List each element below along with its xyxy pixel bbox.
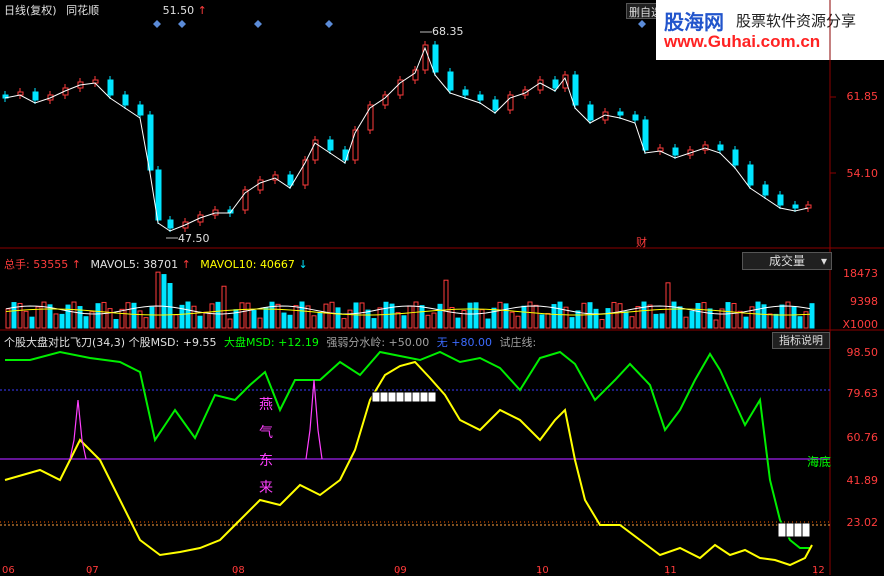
indicator-name: 个股大盘对比飞刀(34,3): [4, 336, 126, 349]
spike-marker-2: [305, 379, 323, 460]
vendor-label: 同花顺: [66, 4, 100, 17]
volume-bars: [5, 271, 815, 329]
x-axis-ticks: [89, 568, 817, 575]
market-msd-value: +12.19: [278, 336, 319, 349]
x-tick-6: 11: [664, 565, 677, 576]
y-tick-ind-3: 60.76: [846, 431, 879, 444]
indicator-help-button[interactable]: 指标说明: [772, 332, 830, 349]
stock-msd-line: [4, 360, 813, 567]
volume-header: 总手: 53555 ↑ MAVOL5: 38701 ↑ MAVOL10: 406…: [4, 256, 308, 272]
logo-url: www.Guhai.com.cn: [664, 32, 821, 51]
y-tick-ind-4: 41.89: [846, 474, 879, 487]
divider-value: +50.00: [388, 336, 430, 349]
y-tick-main-2: 54.10: [846, 167, 879, 180]
none-label: 无: [436, 336, 448, 349]
logo-brand: 股海网: [664, 10, 724, 34]
low-price-label: 47.50: [178, 232, 210, 245]
y-tick-ind-1: 98.50: [846, 346, 879, 359]
financial-report-marker: 财: [636, 236, 647, 249]
price-label: 51.50: [162, 4, 195, 17]
indicator-dropdown[interactable]: 成交量 ▾: [742, 252, 832, 270]
mavol5-label: MAVOL5:: [90, 258, 140, 271]
x-tick-3: 08: [232, 565, 245, 576]
y-tick-ind-2: 79.63: [846, 387, 879, 400]
indicator-dropdown-label: 成交量: [768, 254, 805, 268]
signal-blocks: [371, 391, 811, 538]
logo-slogan: 股票软件资源分享: [736, 12, 857, 30]
y-tick-main-1: 61.85: [846, 90, 879, 103]
y-tick-vol-3: X1000: [842, 318, 878, 331]
vertical-text-1: 燕: [259, 397, 273, 413]
test-line-label: 试庄线:: [499, 336, 537, 349]
x-tick-2: 07: [86, 565, 99, 576]
candlesticks: [2, 41, 812, 232]
chart-header: 日线(复权) 同花顺 51.50 ↑: [4, 2, 207, 17]
none-value: +80.00: [451, 336, 492, 349]
mavol10-value: 40667: [259, 258, 295, 271]
mavol10-line: [5, 308, 811, 316]
y-axis-ticks: [830, 96, 836, 174]
moving-average-line: [4, 46, 809, 232]
x-tick-1: 06: [2, 565, 15, 576]
total-volume-value: 53555: [33, 258, 69, 271]
mavol5-line: [5, 305, 811, 315]
indicator-header: 个股大盘对比飞刀(34,3) 个股MSD: +9.55 大盘MSD: +12.1…: [4, 334, 536, 350]
high-price-label: 68.35: [432, 25, 464, 38]
stock-msd-label: 个股MSD:: [128, 336, 180, 349]
event-markers: [153, 20, 646, 28]
y-tick-vol-2: 9398: [850, 295, 878, 308]
market-msd-line: [5, 350, 810, 549]
y-tick-ind-5: 23.02: [846, 516, 879, 529]
price-up-arrow-icon: ↑: [197, 4, 207, 17]
site-logo: 股海网 股票软件资源分享 www.Guhai.com.cn: [656, 0, 884, 60]
spike-marker-1: [69, 399, 87, 460]
mavol10-down-arrow-icon: ↓: [298, 258, 308, 271]
mavol10-label: MAVOL10:: [200, 258, 257, 271]
delete-watchlist-button[interactable]: 删自选: [626, 3, 665, 19]
stock-msd-value: +9.55: [182, 336, 217, 349]
x-tick-5: 10: [536, 565, 549, 576]
vertical-text-3: 东: [259, 453, 273, 469]
vertical-text-2: 气: [259, 425, 273, 441]
market-msd-label: 大盘MSD:: [223, 336, 275, 349]
vertical-text-4: 来: [259, 480, 273, 496]
chart-period-label[interactable]: 日线(复权): [4, 4, 57, 17]
divider-label: 强弱分水岭:: [326, 336, 386, 349]
total-volume-label: 总手:: [4, 258, 30, 271]
x-tick-4: 09: [394, 565, 407, 576]
sea-bottom-label: 海底: [807, 455, 832, 469]
mavol5-value: 38701: [143, 258, 179, 271]
y-tick-vol-1: 18473: [843, 267, 878, 280]
total-up-arrow-icon: ↑: [71, 258, 81, 271]
mavol5-up-arrow-icon: ↑: [181, 258, 191, 271]
x-tick-7: 12: [812, 565, 825, 576]
chevron-down-icon: ▾: [820, 254, 827, 268]
